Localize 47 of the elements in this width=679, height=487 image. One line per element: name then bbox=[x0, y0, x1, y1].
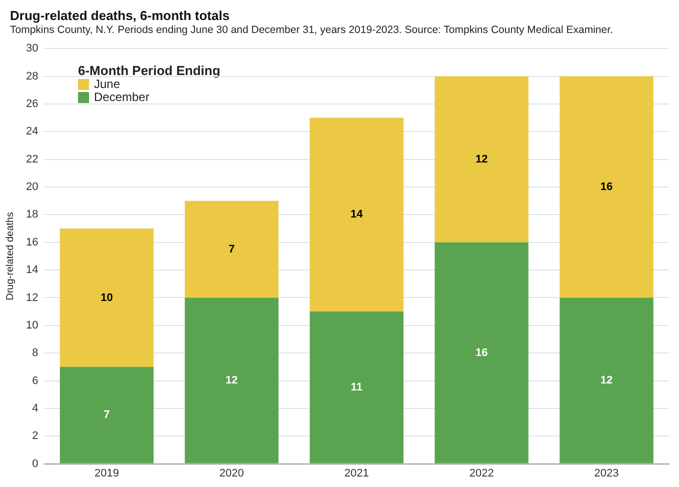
y-tick-label: 4 bbox=[32, 402, 38, 414]
y-tick-label: 24 bbox=[26, 126, 38, 138]
legend-label: June bbox=[94, 77, 120, 91]
y-tick-label: 16 bbox=[26, 236, 38, 248]
data-label: 10 bbox=[100, 292, 113, 304]
data-label: 14 bbox=[350, 208, 364, 221]
chart-title: Drug-related deaths, 6-month totals bbox=[9, 7, 231, 23]
bar bbox=[184, 298, 279, 464]
y-tick-label: 22 bbox=[26, 153, 38, 166]
x-tick-label: 2021 bbox=[344, 467, 369, 480]
legend-title: 6-Month Period Ending bbox=[78, 63, 220, 78]
x-tick-label: 2022 bbox=[469, 467, 494, 480]
bar bbox=[184, 200, 279, 298]
y-tick-label: 10 bbox=[26, 319, 38, 332]
y-tick-label: 30 bbox=[26, 42, 38, 55]
bar bbox=[434, 76, 528, 242]
y-tick-label: 0 bbox=[32, 458, 38, 470]
bar bbox=[310, 312, 404, 464]
bar bbox=[60, 228, 154, 367]
data-label: 7 bbox=[228, 243, 235, 256]
x-tick-label: 2020 bbox=[219, 467, 244, 480]
y-tick-label: 26 bbox=[26, 98, 38, 110]
legend-label: December bbox=[94, 90, 150, 104]
data-label: 12 bbox=[226, 374, 238, 387]
x-tick-label: 2023 bbox=[594, 467, 619, 480]
x-tick-label: 2019 bbox=[94, 467, 119, 480]
bar bbox=[60, 366, 154, 464]
data-label: 12 bbox=[475, 153, 488, 166]
bar bbox=[310, 118, 404, 312]
bar bbox=[560, 76, 654, 298]
y-tick-label: 12 bbox=[26, 292, 38, 304]
data-label: 16 bbox=[600, 181, 613, 194]
y-tick-label: 20 bbox=[26, 181, 38, 194]
y-tick-label: 28 bbox=[26, 70, 38, 82]
y-axis-title: Drug-related deaths bbox=[4, 212, 16, 300]
y-tick-label: 2 bbox=[32, 430, 38, 442]
data-label: 11 bbox=[350, 381, 362, 394]
bar bbox=[434, 242, 528, 464]
y-tick-label: 14 bbox=[26, 264, 38, 276]
data-label: 12 bbox=[600, 374, 613, 387]
y-tick-label: 18 bbox=[26, 208, 38, 221]
data-label: 16 bbox=[475, 346, 488, 359]
y-tick-label: 8 bbox=[32, 347, 38, 360]
bar bbox=[560, 298, 654, 464]
chart-subtitle: Tompkins County, N.Y. Periods ending June 30 and December 31, years 2019-2023. Source: Tompkins County Medical Examiner. bbox=[9, 23, 614, 36]
data-label: 7 bbox=[104, 409, 110, 422]
y-tick-label: 6 bbox=[32, 374, 38, 387]
